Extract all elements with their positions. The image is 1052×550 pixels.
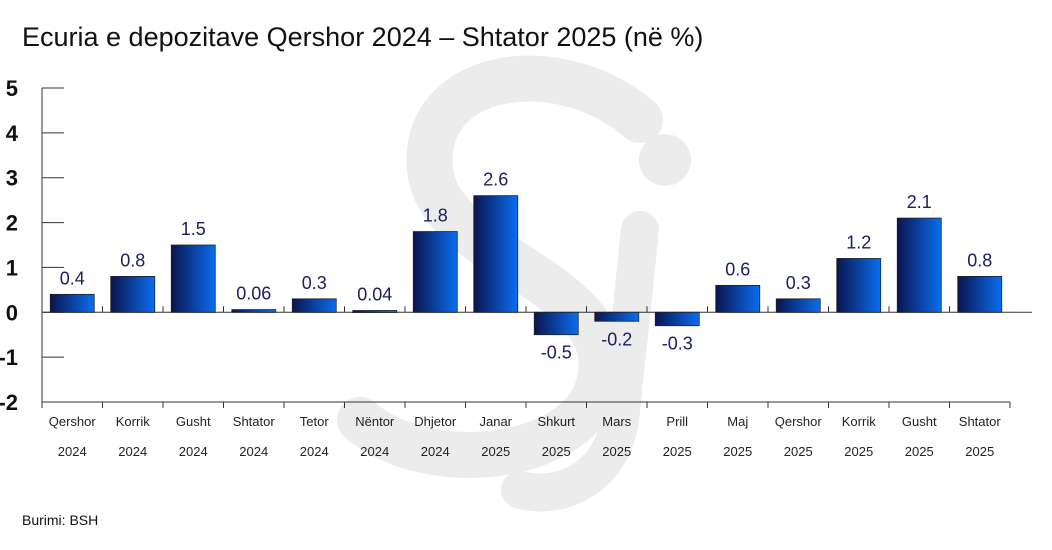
x-tick-label-year: 2024: [118, 444, 147, 459]
data-label: 0.8: [967, 250, 992, 270]
bar: [170, 244, 216, 313]
data-label: 0.3: [302, 273, 327, 293]
data-label: 2.6: [483, 170, 508, 190]
bar: [594, 311, 640, 322]
y-tick-label: 3: [6, 166, 18, 191]
x-tick-label-month: Shkurt: [537, 414, 575, 429]
bar: [231, 309, 277, 313]
x-tick-label-year: 2025: [784, 444, 813, 459]
bar: [775, 298, 821, 313]
source-note: Burimi: BSH: [22, 512, 99, 528]
data-label: 0.3: [786, 273, 811, 293]
x-tick-label-month: Dhjetor: [414, 414, 457, 429]
watermark-j-dot: [639, 134, 691, 186]
x-tick-label-month: Gusht: [176, 414, 211, 429]
bar: [291, 298, 337, 313]
chart-title: Ecuria e depozitave Qershor 2024 – Shtat…: [22, 22, 704, 52]
y-tick-label: 5: [6, 76, 18, 101]
x-tick-label-year: 2025: [905, 444, 934, 459]
x-tick-label-month: Maj: [727, 414, 748, 429]
data-label: 0.06: [236, 284, 271, 304]
y-tick-label: -1: [0, 345, 18, 370]
data-label: 1.8: [423, 206, 448, 226]
x-tick-label-year: 2024: [421, 444, 450, 459]
x-tick-label-month: Nëntor: [355, 414, 395, 429]
x-tick-label-year: 2025: [481, 444, 510, 459]
y-tick-label: 0: [6, 300, 18, 325]
x-tick-label-year: 2025: [663, 444, 692, 459]
x-tick-label-month: Prill: [666, 414, 688, 429]
bar: [110, 275, 156, 313]
data-label: -0.3: [662, 334, 693, 354]
data-label: 0.8: [120, 250, 145, 270]
data-label: 1.5: [181, 219, 206, 239]
x-tick-label-month: Korrik: [842, 414, 876, 429]
bar: [473, 195, 519, 313]
x-tick-label-year: 2024: [360, 444, 389, 459]
y-tick-label: 1: [6, 255, 18, 280]
x-tick-label-year: 2024: [179, 444, 208, 459]
bar: [896, 217, 942, 313]
bar: [533, 311, 579, 336]
data-label: -0.2: [601, 329, 632, 349]
x-tick-label-month: Qershor: [775, 414, 823, 429]
x-tick-label-month: Shtator: [233, 414, 276, 429]
x-tick-label-year: 2024: [58, 444, 87, 459]
bar: [957, 275, 1003, 313]
data-label: 0.6: [725, 259, 750, 279]
bar: [352, 310, 398, 313]
x-tick-label-year: 2025: [542, 444, 571, 459]
x-tick-label-year: 2025: [844, 444, 873, 459]
x-tick-label-month: Shtator: [959, 414, 1002, 429]
watermark-j-shape: [501, 211, 659, 512]
data-label: 1.2: [846, 232, 871, 252]
bar: [654, 311, 700, 327]
x-tick-label-month: Korrik: [116, 414, 150, 429]
x-tick-label-year: 2024: [239, 444, 268, 459]
x-tick-label-year: 2025: [602, 444, 631, 459]
y-tick-label: 4: [6, 121, 19, 146]
data-label: -0.5: [541, 343, 572, 363]
y-tick-label: -2: [0, 390, 18, 415]
x-tick-label-month: Gusht: [902, 414, 937, 429]
watermark-s-shape: [337, 55, 663, 478]
data-label: 2.1: [907, 192, 932, 212]
x-tick-label-year: 2025: [723, 444, 752, 459]
watermark-logo: [337, 55, 691, 512]
bar: [49, 293, 95, 313]
y-tick-label: 2: [6, 211, 18, 236]
data-label: 0.4: [60, 268, 85, 288]
x-tick-label-month: Mars: [602, 414, 631, 429]
bar: [412, 231, 458, 313]
x-tick-label-month: Tetor: [300, 414, 330, 429]
x-tick-label-month: Qershor: [49, 414, 97, 429]
data-label: 0.04: [357, 284, 392, 304]
x-tick-label-year: 2025: [965, 444, 994, 459]
bar: [836, 258, 882, 313]
x-tick-label-year: 2024: [300, 444, 329, 459]
x-tick-label-month: Janar: [479, 414, 512, 429]
bar: [715, 284, 761, 313]
